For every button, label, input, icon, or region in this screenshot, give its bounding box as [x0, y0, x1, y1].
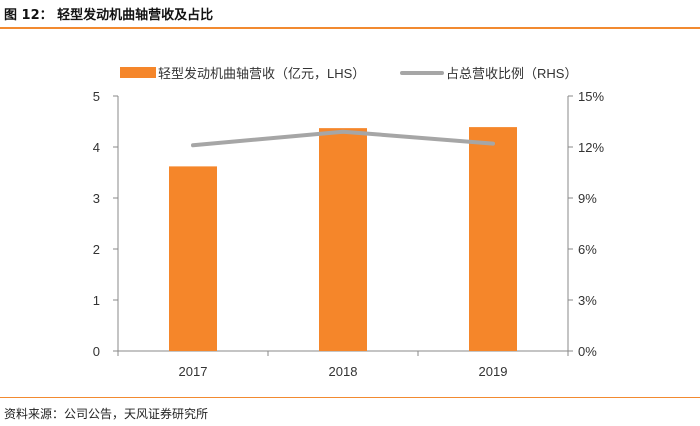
x-tick-label: 2017	[179, 364, 208, 379]
left-tick-label: 4	[93, 140, 100, 155]
figure-title: 图 12： 轻型发动机曲轴营收及占比	[4, 8, 214, 23]
source-note: 资料来源：公司公告，天风证券研究所	[4, 407, 209, 421]
left-tick-label: 2	[93, 242, 100, 257]
left-tick-label: 1	[93, 293, 100, 308]
left-tick-label: 3	[93, 191, 100, 206]
x-tick-label: 2018	[329, 364, 358, 379]
right-tick-label: 0%	[578, 344, 597, 359]
right-tick-label: 12%	[578, 140, 604, 155]
line-series	[191, 129, 495, 148]
axes: 0 1 2 3 4 5 0% 3% 6% 9% 12% 15% 2017 2018 2019	[93, 89, 605, 379]
left-tick-label: 0	[93, 344, 100, 359]
right-tick-label: 15%	[578, 89, 604, 104]
bar-2017	[169, 166, 217, 351]
bar-2019	[469, 127, 517, 351]
x-tick-label: 2019	[479, 364, 508, 379]
right-tick-label: 6%	[578, 242, 597, 257]
right-tick-label: 3%	[578, 293, 597, 308]
legend-bar-swatch	[120, 67, 156, 78]
bottom-divider	[0, 397, 700, 398]
legend: 轻型发动机曲轴营收（亿元，LHS） 占总营收比例（RHS）	[120, 66, 577, 81]
legend-bar-label: 轻型发动机曲轴营收（亿元，LHS）	[158, 66, 365, 81]
legend-line-label: 占总营收比例（RHS）	[446, 66, 577, 81]
left-tick-label: 5	[93, 89, 100, 104]
chart: 轻型发动机曲轴营收（亿元，LHS） 占总营收比例（RHS） 0 1 2 3 4 5 0% 3% 6…	[93, 66, 605, 379]
top-divider	[0, 27, 700, 29]
bar-2018	[319, 128, 367, 351]
bar-series	[169, 127, 517, 351]
right-tick-label: 9%	[578, 191, 597, 206]
